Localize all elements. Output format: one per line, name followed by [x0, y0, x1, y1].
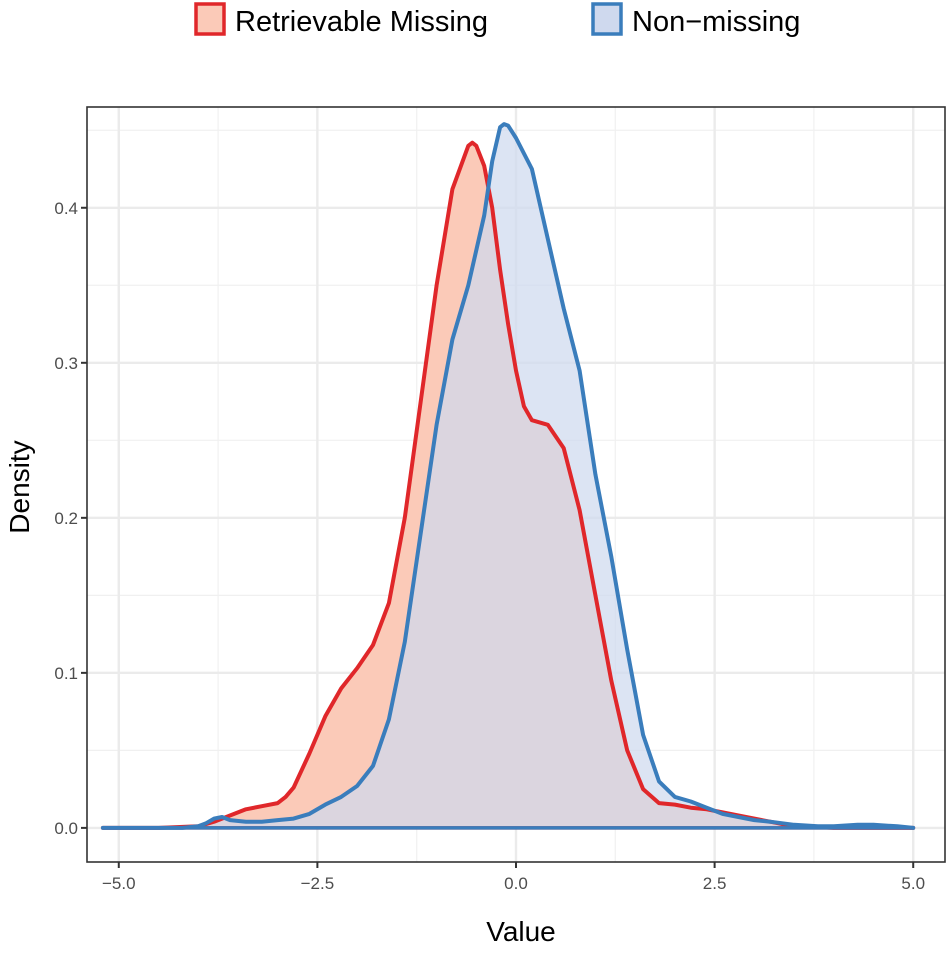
y-axis-title: Density — [4, 440, 35, 533]
legend-key-non-missing — [591, 2, 623, 36]
x-tick-label: 2.5 — [703, 874, 727, 893]
density-areas — [100, 122, 916, 830]
y-tick-label: 0.4 — [54, 199, 78, 218]
y-tick-label: 0.0 — [54, 819, 78, 838]
x-axis: −5.0 −2.5 0.0 2.5 5.0 — [102, 862, 925, 893]
legend-key-retrievable-missing — [194, 2, 226, 36]
y-tick-label: 0.1 — [54, 664, 78, 683]
legend-label-retrievable-missing: Retrievable Missing — [235, 6, 488, 38]
legend-label-non-missing: Non−missing — [632, 6, 800, 38]
x-axis-title: Value — [486, 916, 556, 947]
y-tick-label: 0.3 — [54, 354, 78, 373]
legend: Retrievable Missing Non−missing — [194, 2, 800, 38]
density-line-non-missing — [100, 122, 916, 830]
x-tick-label: −2.5 — [301, 874, 335, 893]
density-fill-non-missing — [102, 124, 914, 828]
y-tick-label: 0.2 — [54, 509, 78, 528]
x-tick-label: 5.0 — [901, 874, 925, 893]
x-tick-label: 0.0 — [504, 874, 528, 893]
y-axis: 0.0 0.1 0.2 0.3 0.4 — [54, 199, 87, 838]
x-tick-label: −5.0 — [102, 874, 136, 893]
